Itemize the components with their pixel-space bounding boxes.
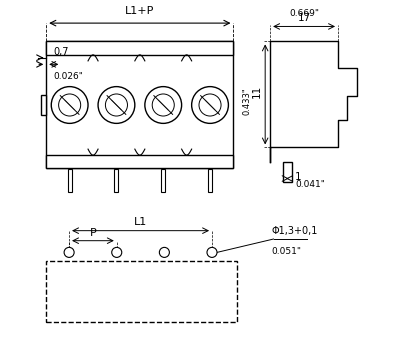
Bar bbox=[208, 168, 212, 192]
Circle shape bbox=[159, 247, 169, 257]
Text: 0,7: 0,7 bbox=[53, 47, 68, 57]
Text: 11: 11 bbox=[252, 85, 262, 98]
Circle shape bbox=[98, 87, 135, 123]
Circle shape bbox=[199, 94, 221, 116]
Circle shape bbox=[112, 247, 122, 257]
Circle shape bbox=[64, 247, 74, 257]
Circle shape bbox=[51, 87, 88, 123]
Text: 0.026": 0.026" bbox=[53, 72, 83, 81]
Text: 0.051": 0.051" bbox=[272, 247, 302, 256]
Circle shape bbox=[145, 87, 182, 123]
Polygon shape bbox=[270, 41, 357, 162]
Bar bbox=[68, 168, 72, 192]
Text: 17: 17 bbox=[298, 13, 311, 23]
Circle shape bbox=[152, 94, 174, 116]
Bar bbox=[46, 41, 234, 55]
Circle shape bbox=[192, 87, 228, 123]
Text: L1: L1 bbox=[134, 217, 147, 227]
Bar bbox=[161, 168, 165, 192]
Text: P: P bbox=[90, 228, 96, 238]
Text: 0.433": 0.433" bbox=[243, 87, 252, 115]
Circle shape bbox=[106, 94, 128, 116]
Circle shape bbox=[207, 247, 217, 257]
Bar bbox=[41, 95, 46, 115]
Bar bbox=[46, 41, 234, 168]
Text: 0.669": 0.669" bbox=[289, 9, 319, 18]
Text: 1: 1 bbox=[295, 172, 302, 182]
Bar bbox=[46, 261, 237, 322]
Text: L1+P: L1+P bbox=[125, 6, 154, 17]
Bar bbox=[114, 168, 118, 192]
Circle shape bbox=[59, 94, 81, 116]
Text: Φ1,3+0,1: Φ1,3+0,1 bbox=[272, 226, 318, 236]
Text: 0.041": 0.041" bbox=[295, 180, 325, 189]
Bar bbox=[46, 155, 234, 168]
Bar bbox=[283, 162, 292, 182]
